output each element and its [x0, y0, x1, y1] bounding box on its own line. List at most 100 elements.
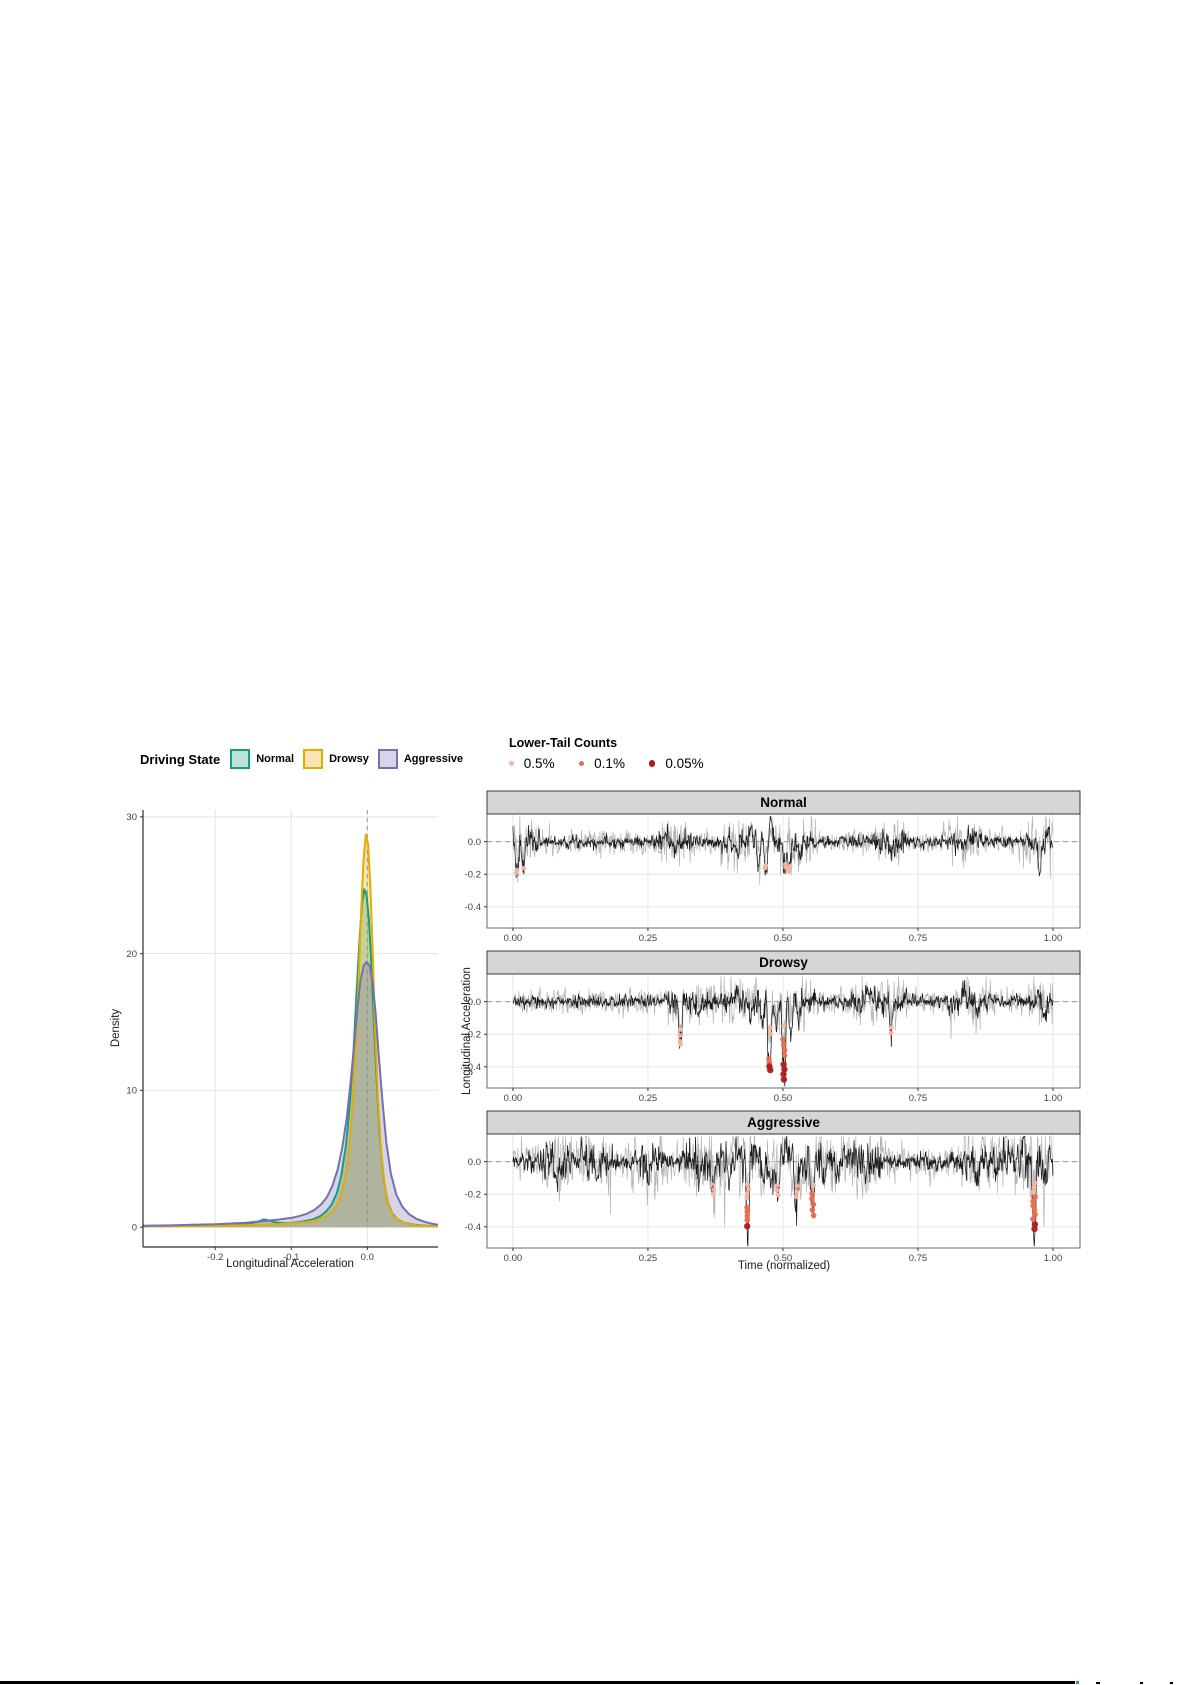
facet-strip-label: Aggressive — [747, 1115, 820, 1130]
tail-marker-0.05 — [780, 1071, 787, 1078]
tail-marker-0.1 — [810, 1212, 817, 1219]
cropped-bottom-rule — [0, 1681, 1075, 1684]
legend-item-aggressive: Aggressive — [377, 749, 464, 769]
raw-trace — [512, 816, 1054, 886]
tail-marker-0.5 — [1031, 1185, 1037, 1191]
legend-swatch-normal — [230, 749, 251, 769]
density-x-axis-title: Longitudinal Acceleration — [226, 1258, 354, 1270]
driving-state-legend-title: Driving State — [140, 751, 221, 767]
facet-strip-label: Normal — [760, 795, 807, 810]
tail-legend-item-0.1: 0.1% — [578, 756, 625, 771]
tail-marker-0.5 — [744, 1191, 750, 1196]
density-plot: 0 10 20 30 -0.2 -0.1 0.0 — [126, 810, 439, 1263]
legend-swatch-drowsy — [303, 749, 324, 769]
tail-marker-0.1 — [744, 1208, 751, 1215]
tail-marker-0.05 — [780, 1061, 787, 1068]
tail-marker-0.1 — [781, 1042, 787, 1048]
tail-marker-0.5 — [786, 869, 792, 874]
y-tick-label: -0.2 — [465, 1189, 481, 1200]
facet-strip — [486, 950, 1081, 975]
tail-legend-item-0.5: 0.5% — [509, 756, 555, 771]
driving-state-legend: Driving State Normal Drowsy Aggressive — [140, 749, 472, 769]
facet-strip — [486, 1110, 1081, 1135]
x-tick-label: 0.00 — [504, 1093, 523, 1104]
x-tick-label: 0.00 — [504, 1253, 523, 1264]
density-area-drowsy — [143, 834, 438, 1228]
density-curve-aggressive — [142, 960, 439, 1227]
density-panel: 0 10 20 30 -0.2 -0.1 0.0 — [126, 810, 439, 1263]
cropped-content-mark — [1076, 1681, 1079, 1684]
cropped-content-mark — [1096, 1682, 1100, 1684]
tail-marker-0.1 — [1031, 1207, 1038, 1213]
cropped-content-mark — [1140, 1682, 1143, 1684]
legend-item-normal: Normal — [230, 749, 294, 769]
tail-marker-0.1 — [809, 1207, 816, 1213]
density-y-axis-title: Density — [110, 1008, 122, 1048]
y-tick-label: 0.0 — [468, 837, 481, 848]
x-tick-label: 0.75 — [909, 933, 928, 944]
density-curve-drowsy — [142, 833, 439, 1228]
tail-marker-0.5 — [768, 1031, 773, 1037]
signal-trace — [512, 815, 1054, 878]
tail-marker-0.05 — [1031, 1225, 1038, 1232]
y-tick-label: -0.2 — [465, 869, 481, 880]
tail-marker-0.5 — [774, 1187, 780, 1193]
tail-marker-0.5 — [793, 1194, 799, 1200]
tail-legend-label: 0.05% — [665, 756, 704, 771]
tail-marker-0.05 — [781, 1066, 788, 1073]
facet-x-axis-title: Time (normalized) — [737, 1260, 831, 1272]
tail-marker-0.1 — [744, 1217, 750, 1223]
legend-label: Aggressive — [403, 753, 464, 765]
tail-marker-0.5 — [678, 1042, 683, 1047]
tail-marker-0.05 — [780, 1076, 788, 1083]
tail-marker-0.1 — [1032, 1211, 1038, 1218]
tail-marker-0.1 — [809, 1196, 815, 1202]
tail-marker-0.5 — [709, 1182, 714, 1187]
facet-panel-drowsy: Drowsy 0.0 -0.2 -0.4 0.00 0.25 0.50 0.75 1.00 — [465, 950, 1081, 1104]
density-curve-normal — [142, 888, 439, 1228]
facet-panel-aggressive: Aggressive 0.0 -0.2 -0.4 0.00 0.25 0.50 0.75 1.0… — [465, 1110, 1081, 1264]
y-tick-label: -0.4 — [465, 902, 481, 913]
tail-marker-0.1 — [744, 1204, 750, 1211]
tail-marker-0.5 — [775, 1192, 781, 1198]
x-tick-label: 1.00 — [1044, 1093, 1063, 1104]
x-tick-label: 0.25 — [639, 1253, 658, 1264]
tail-marker-0.5 — [744, 1195, 750, 1201]
x-tick-label: 0.0 — [361, 1252, 374, 1263]
tail-counts-legend: Lower-Tail Counts 0.5% 0.1% 0.05% — [509, 736, 728, 771]
y-tick-label: 30 — [126, 812, 137, 823]
tail-marker-0.5 — [711, 1187, 717, 1192]
x-tick-label: 0.50 — [774, 1253, 793, 1264]
density-area-normal — [143, 889, 438, 1228]
driving-state-legend-items: Normal Drowsy Aggressive — [230, 749, 472, 769]
tail-marker-0.5 — [768, 1025, 773, 1031]
tail-marker-0.5 — [794, 1189, 800, 1195]
tail-legend-label: 0.5% — [523, 756, 555, 771]
legend-swatch-aggressive — [377, 749, 398, 769]
x-tick-label: -0.1 — [283, 1252, 299, 1263]
facet-strip — [486, 790, 1081, 815]
y-tick-label: -0.2 — [465, 1029, 481, 1040]
tail-marker-0.5 — [745, 1182, 750, 1187]
signal-trace — [512, 1136, 1054, 1247]
facet-strip-label: Drowsy — [759, 955, 808, 970]
tail-marker-0.5 — [677, 1033, 683, 1038]
tail-marker-0.05 — [744, 1223, 751, 1230]
x-tick-label: 0.25 — [639, 933, 658, 944]
y-tick-label: 0.0 — [468, 997, 481, 1008]
x-tick-label: 0.50 — [774, 933, 793, 944]
x-tick-label: 0.25 — [639, 1093, 658, 1104]
tail-marker-0.5 — [678, 1027, 683, 1032]
y-tick-label: -0.4 — [465, 1062, 481, 1073]
y-tick-label: -0.4 — [465, 1222, 481, 1233]
x-tick-label: 1.00 — [1044, 1253, 1063, 1264]
y-tick-label: 10 — [126, 1086, 137, 1097]
cropped-content-mark — [1170, 1682, 1173, 1684]
x-tick-label: 1.00 — [1044, 933, 1063, 944]
tail-marker-0.1 — [781, 1047, 788, 1053]
legend-label: Drowsy — [329, 753, 369, 765]
tail-marker-0.5 — [1032, 1180, 1038, 1186]
tail-legend-label: 0.1% — [594, 756, 625, 771]
y-tick-label: 0.0 — [468, 1157, 481, 1168]
tail-marker-0.5 — [794, 1183, 800, 1189]
